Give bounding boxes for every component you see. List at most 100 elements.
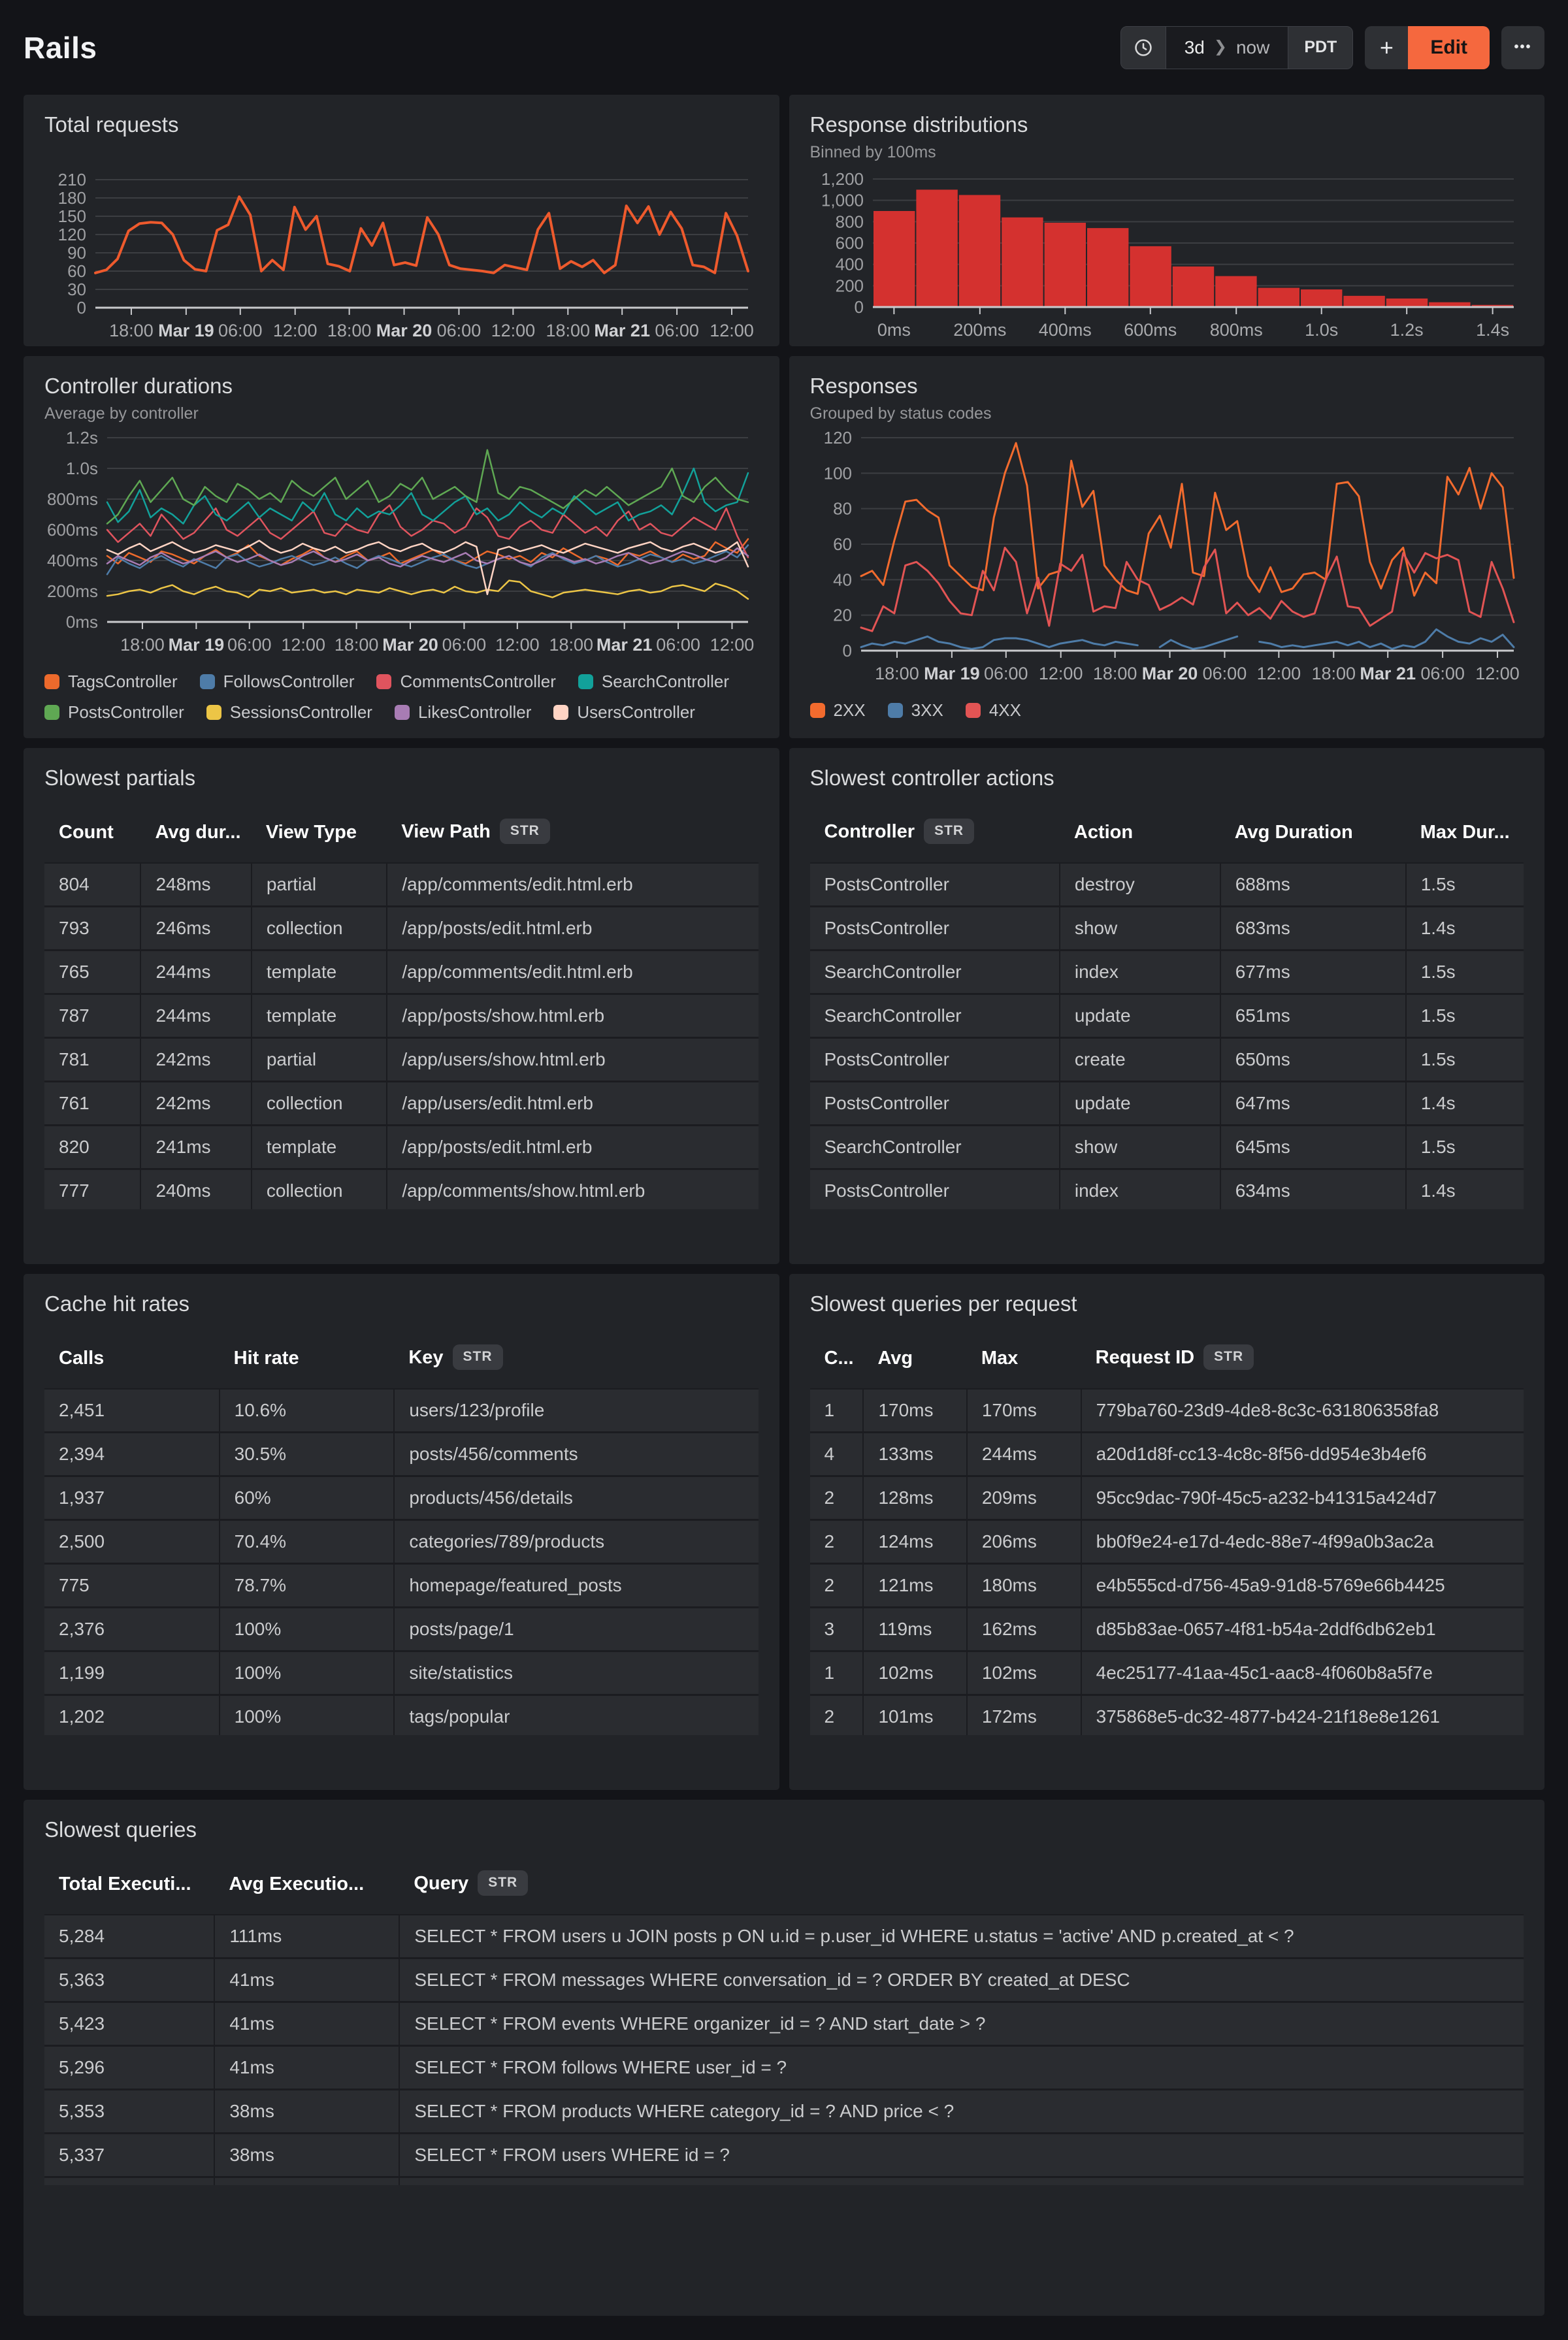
svg-text:150: 150 bbox=[58, 206, 86, 226]
table-cell: 180ms bbox=[966, 1563, 1082, 1609]
svg-text:06:00: 06:00 bbox=[227, 635, 272, 655]
legend-item[interactable]: 4XX bbox=[965, 700, 1021, 721]
svg-text:12:00: 12:00 bbox=[1038, 664, 1083, 683]
type-badge: STR bbox=[924, 818, 975, 844]
table-cell: 170ms bbox=[966, 1388, 1082, 1434]
column-header[interactable]: Calls bbox=[59, 1347, 105, 1369]
svg-text:400: 400 bbox=[835, 254, 863, 274]
column-header[interactable]: Avg bbox=[877, 1347, 913, 1369]
legend-item[interactable]: SessionsController bbox=[206, 702, 372, 723]
table-cell: 133ms bbox=[863, 1432, 968, 1478]
column-header[interactable]: Hit rate bbox=[233, 1347, 299, 1369]
column-header[interactable]: Avg Duration bbox=[1234, 821, 1353, 843]
column-header[interactable]: Count bbox=[59, 821, 114, 843]
table-cell: 1 bbox=[809, 1388, 864, 1434]
table-row: PostsController update 647ms 1.4s bbox=[809, 1081, 1524, 1127]
cache-hit-rates-table: Calls Hit rate Key STR 2,451 10.6% users/123/p… bbox=[44, 1333, 759, 1735]
more-menu-button[interactable]: ••• bbox=[1501, 25, 1544, 69]
table-cell: 1.5s bbox=[1405, 994, 1524, 1039]
svg-text:12:00: 12:00 bbox=[710, 635, 755, 655]
legend-item[interactable]: FollowsController bbox=[199, 672, 354, 692]
svg-text:600: 600 bbox=[835, 233, 863, 253]
table-cell: SELECT * FROM follows WHERE user_id = ? bbox=[399, 2045, 1524, 2091]
legend-item[interactable]: TagsController bbox=[44, 672, 178, 692]
table-row: 5,337 38ms SELECT * FROM users WHERE id = … bbox=[44, 2133, 1524, 2179]
table-cell: 246ms bbox=[140, 906, 252, 952]
table-cell: products/456/details bbox=[394, 1476, 759, 1521]
legend-item[interactable]: LikesController bbox=[394, 702, 531, 723]
panel-title: Slowest queries bbox=[44, 1817, 197, 1842]
table-cell: 5,353 bbox=[44, 2089, 216, 2135]
time-range-picker[interactable]: 3d ❯ now PDT bbox=[1120, 25, 1354, 69]
column-header[interactable]: Controller STR bbox=[810, 807, 1060, 863]
table-cell: 111ms bbox=[214, 1913, 400, 1960]
table-cell: 100% bbox=[219, 1695, 395, 1735]
table-cell: 2,500 bbox=[44, 1519, 220, 1565]
table-cell: collection bbox=[251, 906, 388, 952]
svg-text:200ms: 200ms bbox=[47, 581, 98, 601]
legend-swatch-icon bbox=[199, 674, 215, 689]
panel-slowest-queries: Slowest queries Total Executi... Avg Exec… bbox=[24, 1800, 1544, 2316]
table-cell: 100% bbox=[219, 1651, 395, 1697]
table-cell: 172ms bbox=[966, 1695, 1082, 1735]
data-table: Controller STR Action Avg Duration Max Dur..… bbox=[809, 807, 1524, 1209]
table-cell: 38ms bbox=[214, 2089, 400, 2135]
table-cell: 5,423 bbox=[44, 2002, 216, 2047]
panel-subtitle: Grouped by status codes bbox=[809, 404, 992, 423]
table-cell: 1.5s bbox=[1405, 862, 1524, 908]
svg-text:06:00: 06:00 bbox=[1202, 664, 1247, 683]
type-badge: STR bbox=[499, 818, 550, 844]
column-header[interactable]: Avg Executio... bbox=[229, 1873, 365, 1894]
legend-item[interactable]: SearchController bbox=[578, 672, 729, 692]
panel-title: Responses bbox=[809, 374, 918, 398]
svg-text:12:00: 12:00 bbox=[1256, 664, 1301, 683]
column-header[interactable]: C... bbox=[824, 1347, 854, 1369]
svg-text:0: 0 bbox=[842, 641, 851, 660]
panel-slowest-queries-per-request: Slowest queries per request C... Avg Max Re… bbox=[789, 1274, 1544, 1790]
svg-text:06:00: 06:00 bbox=[983, 664, 1028, 683]
timezone-button[interactable]: PDT bbox=[1288, 26, 1353, 69]
legend-item[interactable]: UsersController bbox=[553, 702, 695, 723]
legend-swatch-icon bbox=[887, 702, 903, 718]
legend-swatch-icon bbox=[809, 702, 825, 718]
svg-text:1.0s: 1.0s bbox=[66, 459, 98, 478]
column-header[interactable]: Request ID STR bbox=[1081, 1333, 1524, 1389]
column-header[interactable]: View Type bbox=[265, 821, 357, 843]
panel-title: Controller durations bbox=[44, 374, 233, 398]
table-row: 777 240ms collection/app/comments/show.htm… bbox=[44, 1169, 759, 1209]
column-header[interactable]: Max bbox=[981, 1347, 1019, 1369]
legend-swatch-icon bbox=[965, 702, 981, 718]
panel-slowest-controller-actions: Slowest controller actions Controller STR… bbox=[789, 748, 1544, 1264]
column-header[interactable]: Query STR bbox=[399, 1859, 1524, 1915]
type-badge: STR bbox=[452, 1344, 503, 1370]
column-header[interactable]: Max Dur... bbox=[1420, 821, 1510, 843]
table-row: 2,500 70.4% categories/789/products bbox=[44, 1519, 759, 1565]
svg-text:400ms: 400ms bbox=[47, 551, 98, 570]
table-cell: /app/comments/edit.html.erb bbox=[387, 950, 759, 996]
legend-item[interactable]: CommentsController bbox=[376, 672, 556, 692]
legend-item[interactable]: PostsController bbox=[44, 702, 184, 723]
legend-item[interactable]: 3XX bbox=[887, 700, 943, 721]
table-cell: 41ms bbox=[214, 1958, 400, 2004]
time-range-value[interactable]: 3d ❯ now bbox=[1165, 26, 1289, 69]
table-cell: 101ms bbox=[863, 1695, 968, 1735]
column-header[interactable]: View Path STR bbox=[387, 807, 758, 863]
legend-item[interactable]: 2XX bbox=[809, 700, 866, 721]
table-cell: 5,346 bbox=[44, 2177, 216, 2185]
table-row: SearchController index 677ms 1.5s bbox=[809, 950, 1524, 996]
edit-button[interactable]: Edit bbox=[1408, 25, 1490, 69]
panel-title: Response distributions bbox=[809, 112, 1028, 137]
column-header[interactable]: Key STR bbox=[394, 1333, 758, 1389]
table-cell: 100% bbox=[219, 1607, 395, 1653]
svg-text:800: 800 bbox=[835, 212, 863, 231]
table-cell: SELECT * FROM events WHERE organizer_id … bbox=[399, 2002, 1524, 2047]
add-panel-button[interactable]: + bbox=[1365, 25, 1409, 69]
legend-label: UsersController bbox=[577, 702, 695, 722]
clock-icon[interactable] bbox=[1120, 26, 1166, 69]
column-header[interactable]: Total Executi... bbox=[59, 1873, 191, 1894]
table-cell: 41ms bbox=[214, 2045, 400, 2091]
table-cell: 1.5s bbox=[1405, 1037, 1524, 1083]
column-header[interactable]: Action bbox=[1073, 821, 1134, 843]
column-header[interactable]: Avg dur... bbox=[155, 821, 241, 843]
svg-text:60: 60 bbox=[833, 534, 852, 554]
